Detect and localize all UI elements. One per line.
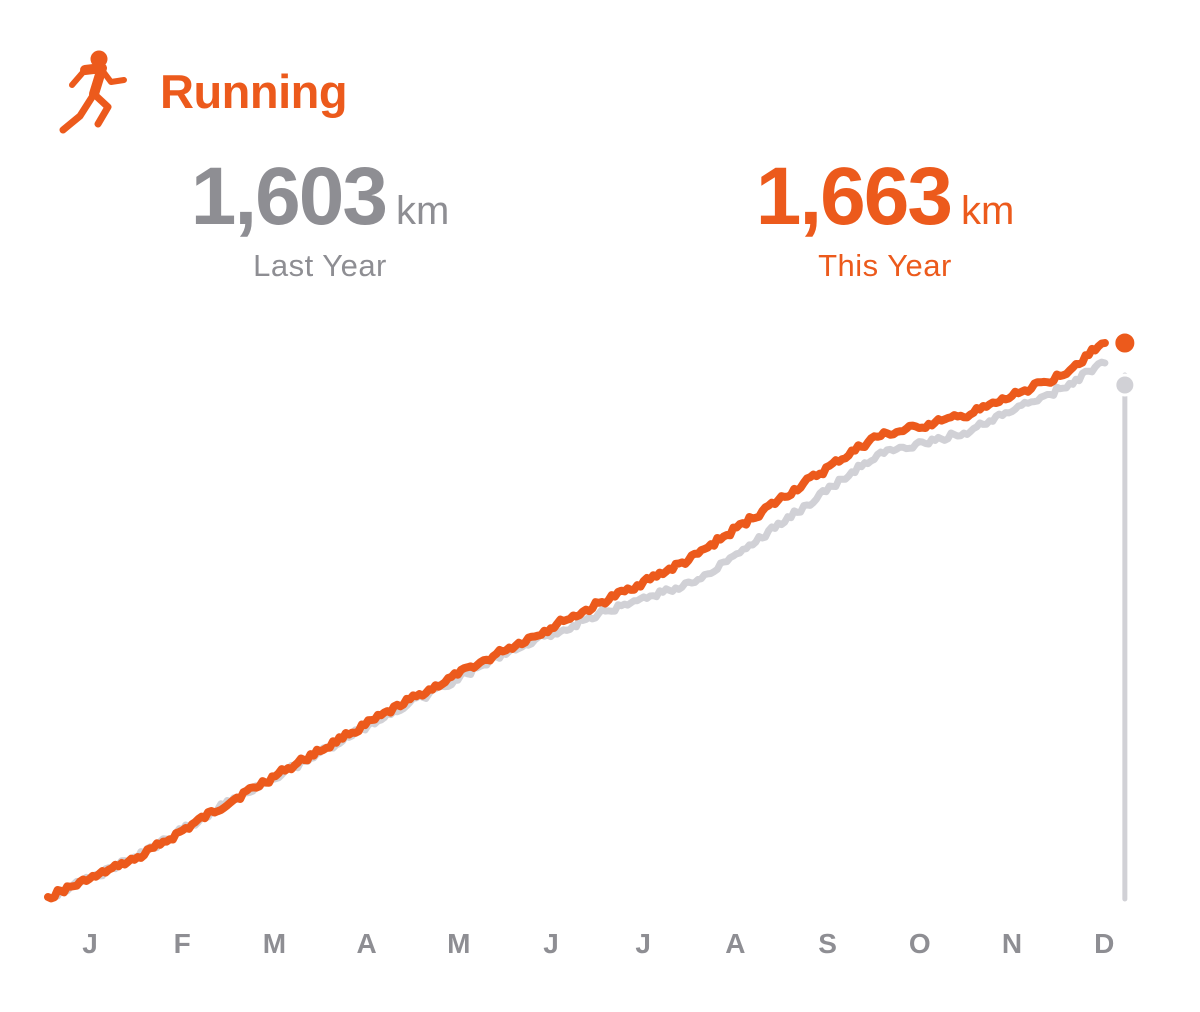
running-figure-icon [59,50,127,134]
this-year-end-point [1112,330,1138,356]
last-year-unit: km [395,189,450,233]
this-year-unit: km [960,189,1015,233]
month-tick-label: F [174,928,191,959]
last-year-stat: 1,603 km Last Year [170,150,470,284]
month-tick-label: N [1002,928,1022,959]
last-year-distance: 1,603 [190,151,388,242]
month-tick-label: M [263,928,286,959]
header: Running [58,48,348,134]
this-year-line [44,339,1109,903]
month-tick-label: A [356,928,376,959]
month-tick-label: J [82,928,98,959]
workout-type-title: Running [160,64,348,118]
last-year-end-point [1113,373,1137,397]
month-tick-label: O [909,928,931,959]
month-tick-label: J [543,928,559,959]
month-tick-label: D [1094,928,1114,959]
month-tick-label: A [725,928,745,959]
month-tick-label: S [818,928,837,959]
this-year-distance: 1,663 [755,151,953,242]
last-year-label: Last Year [253,248,387,283]
month-tick-label: J [635,928,651,959]
month-tick-label: M [447,928,470,959]
this-year-stat: 1,663 km This Year [735,150,1035,284]
this-year-label: This Year [818,248,952,283]
